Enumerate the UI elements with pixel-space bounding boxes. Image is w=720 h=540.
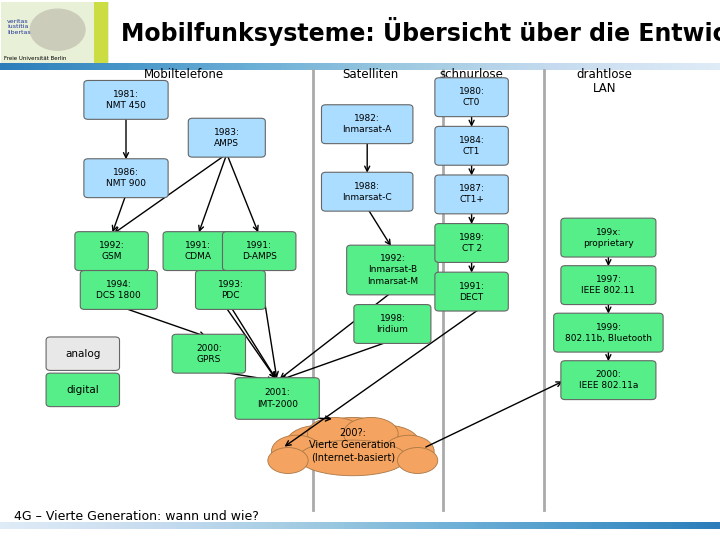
FancyBboxPatch shape (435, 224, 508, 262)
Ellipse shape (271, 435, 322, 468)
Text: 1986:
NMT 900: 1986: NMT 900 (106, 168, 146, 188)
FancyBboxPatch shape (222, 232, 296, 271)
Ellipse shape (284, 426, 349, 468)
FancyBboxPatch shape (94, 2, 108, 63)
FancyBboxPatch shape (435, 126, 508, 165)
FancyBboxPatch shape (163, 232, 233, 271)
Text: schnurlose
Telefone: schnurlose Telefone (440, 68, 503, 96)
Text: veritas
iustitia
libertas: veritas iustitia libertas (7, 19, 31, 35)
Text: 1998:
Iridium: 1998: Iridium (377, 314, 408, 334)
Text: 1992:
GSM: 1992: GSM (99, 241, 125, 261)
Text: digital: digital (66, 385, 99, 395)
Text: 1980:
CT0: 1980: CT0 (459, 87, 485, 107)
Ellipse shape (397, 448, 438, 474)
FancyBboxPatch shape (347, 245, 438, 295)
Text: 1983:
AMPS: 1983: AMPS (214, 127, 240, 148)
Text: 199x:
proprietary: 199x: proprietary (583, 227, 634, 248)
FancyBboxPatch shape (84, 80, 168, 119)
Ellipse shape (306, 417, 400, 469)
FancyBboxPatch shape (435, 78, 508, 117)
Text: Mobiltelefone: Mobiltelefone (143, 68, 224, 80)
Ellipse shape (268, 448, 308, 474)
FancyBboxPatch shape (235, 378, 320, 419)
FancyBboxPatch shape (561, 361, 656, 400)
Text: 2001:
IMT-2000: 2001: IMT-2000 (257, 388, 297, 409)
Text: 2000:
IEEE 802.11a: 2000: IEEE 802.11a (579, 370, 638, 390)
FancyBboxPatch shape (322, 105, 413, 144)
Text: 1982:
Inmarsat-A: 1982: Inmarsat-A (343, 114, 392, 134)
Text: 1988:
Inmarsat-C: 1988: Inmarsat-C (343, 181, 392, 202)
Text: 1994:
DCS 1800: 1994: DCS 1800 (96, 280, 141, 300)
FancyBboxPatch shape (354, 305, 431, 343)
Text: 2000:
GPRS: 2000: GPRS (196, 343, 222, 364)
Ellipse shape (384, 435, 434, 468)
FancyBboxPatch shape (554, 313, 663, 352)
FancyBboxPatch shape (172, 334, 246, 373)
Text: 1991:
D-AMPS: 1991: D-AMPS (242, 241, 276, 261)
FancyBboxPatch shape (46, 373, 120, 407)
Text: 1993:
PDC: 1993: PDC (217, 280, 243, 300)
FancyBboxPatch shape (561, 218, 656, 257)
Text: 1997:
IEEE 802.11: 1997: IEEE 802.11 (582, 275, 635, 295)
Ellipse shape (299, 440, 407, 476)
FancyBboxPatch shape (0, 0, 720, 64)
Text: 1992:
Inmarsat-B
Inmarsat-M: 1992: Inmarsat-B Inmarsat-M (366, 254, 418, 286)
Ellipse shape (356, 426, 421, 468)
Text: analog: analog (65, 349, 101, 359)
Text: Mobilfunksysteme: Übersicht über die Entwicklung: Mobilfunksysteme: Übersicht über die Ent… (121, 17, 720, 46)
Text: 1981:
NMT 450: 1981: NMT 450 (106, 90, 146, 110)
Text: 1991:
CDMA: 1991: CDMA (184, 241, 212, 261)
Text: Satelliten: Satelliten (343, 68, 399, 80)
Text: 1989:
CT 2: 1989: CT 2 (459, 233, 485, 253)
Text: drahtlose
LAN: drahtlose LAN (577, 68, 633, 96)
FancyBboxPatch shape (561, 266, 656, 305)
FancyBboxPatch shape (75, 232, 148, 271)
FancyBboxPatch shape (322, 172, 413, 211)
Text: 1987:
CT1+: 1987: CT1+ (459, 184, 485, 205)
Ellipse shape (307, 417, 362, 450)
FancyBboxPatch shape (81, 271, 157, 309)
Text: 1999:
802.11b, Bluetooth: 1999: 802.11b, Bluetooth (565, 322, 652, 343)
Text: 200?:
Vierte Generation
(Internet-basiert): 200?: Vierte Generation (Internet-basier… (310, 428, 396, 463)
Text: 1991:
DECT: 1991: DECT (459, 281, 485, 302)
FancyBboxPatch shape (435, 175, 508, 214)
FancyBboxPatch shape (84, 159, 168, 198)
Circle shape (30, 9, 85, 50)
FancyBboxPatch shape (435, 272, 508, 311)
Text: 1984:
CT1: 1984: CT1 (459, 136, 485, 156)
FancyBboxPatch shape (189, 118, 265, 157)
Ellipse shape (343, 417, 398, 450)
Text: Freie Universität Berlin: Freie Universität Berlin (4, 56, 66, 61)
FancyBboxPatch shape (196, 271, 266, 309)
FancyBboxPatch shape (1, 2, 109, 63)
Text: 4G – Vierte Generation: wann und wie?: 4G – Vierte Generation: wann und wie? (14, 510, 259, 523)
FancyBboxPatch shape (46, 337, 120, 370)
